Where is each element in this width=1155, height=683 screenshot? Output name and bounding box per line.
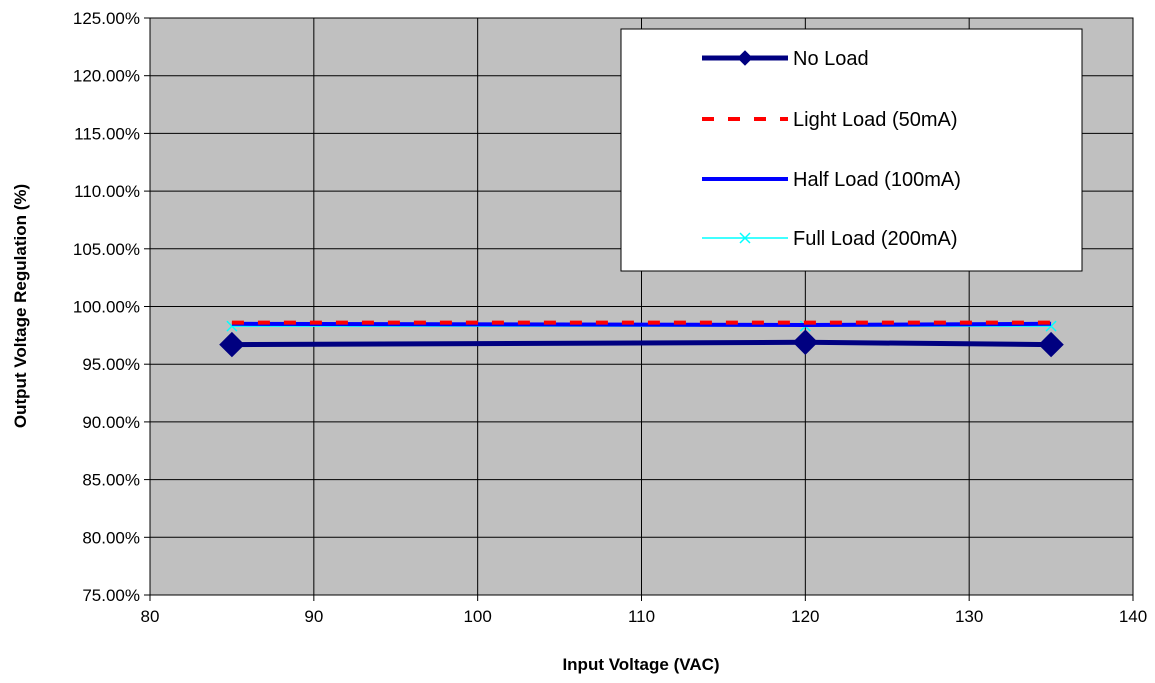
series-line xyxy=(231,321,1052,327)
legend-label: Half Load (100mA) xyxy=(793,169,961,191)
data-point-diamond xyxy=(737,50,753,66)
legend-item: Light Load (50mA) xyxy=(702,109,958,131)
x-tick-label: 110 xyxy=(628,607,655,626)
data-point-diamond xyxy=(219,331,245,358)
y-tick-label: 95.00% xyxy=(82,355,140,374)
legend-label: No Load xyxy=(793,48,869,70)
x-tick-label: 90 xyxy=(304,607,323,626)
y-tick-label: 80.00% xyxy=(82,528,140,547)
y-tick-label: 105.00% xyxy=(73,240,140,259)
y-tick-label: 125.00% xyxy=(73,9,140,28)
x-tick-label: 130 xyxy=(955,607,983,626)
x-tick-labels: 80 90 100 110 120 130 140 xyxy=(141,607,1148,626)
y-tick-label: 75.00% xyxy=(82,586,140,605)
x-tick-label: 100 xyxy=(463,607,491,626)
y-tick-label: 100.00% xyxy=(73,298,140,317)
x-axis-title: Input Voltage (VAC) xyxy=(562,655,719,674)
y-axis-title: Output Voltage Regulation (%) xyxy=(11,184,30,428)
data-point-x xyxy=(739,232,751,244)
y-tick-labels: 75.00% 80.00% 85.00% 90.00% 95.00% 100.00% 105… xyxy=(73,9,140,605)
y-tick-label: 110.00% xyxy=(74,182,140,201)
legend-box xyxy=(620,28,1083,272)
x-tick-label: 140 xyxy=(1119,607,1147,626)
legend-item: Full Load (200mA) xyxy=(702,228,958,250)
y-tick-label: 120.00% xyxy=(73,67,140,86)
legend-label: Full Load (200mA) xyxy=(793,228,958,250)
legend-label: Light Load (50mA) xyxy=(793,109,958,131)
x-tick-label: 80 xyxy=(141,607,160,626)
series-line xyxy=(231,339,1052,348)
data-point-diamond xyxy=(792,329,819,355)
data-point-diamond xyxy=(1038,331,1064,358)
series-no-load xyxy=(219,329,1064,358)
y-tick-label: 90.00% xyxy=(82,413,140,432)
legend-item: No Load xyxy=(702,48,869,70)
x-tick-label: 120 xyxy=(791,607,819,626)
series-group xyxy=(219,320,1064,358)
legend-items: No Load Light Load (50mA) Half Load (100mA… xyxy=(702,48,961,250)
y-tick-label: 115.00% xyxy=(74,124,140,143)
legend-item: Half Load (100mA) xyxy=(702,169,961,191)
y-tick-label: 85.00% xyxy=(82,471,140,490)
legend: No Load Light Load (50mA) Half Load (100mA… xyxy=(620,28,1083,272)
series-half-load-100ma xyxy=(231,321,1052,327)
